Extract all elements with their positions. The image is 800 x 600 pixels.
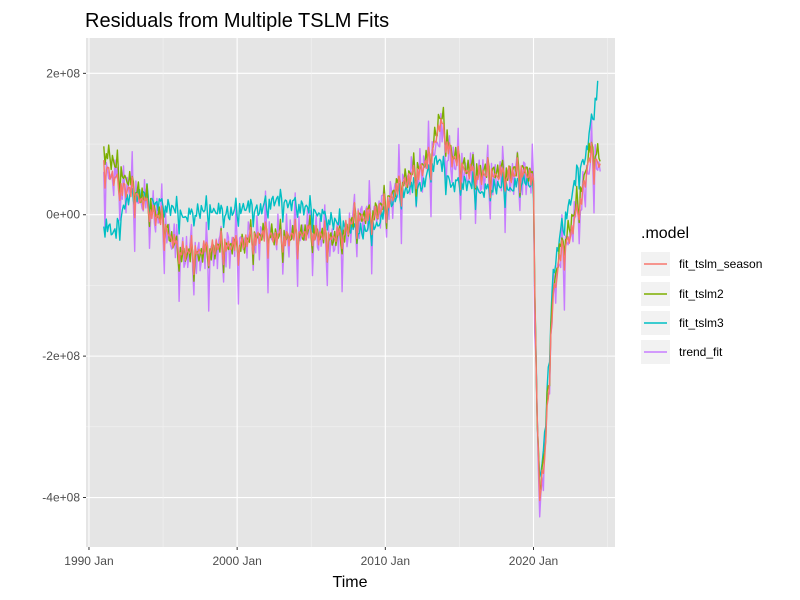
- legend-label: fit_tslm2: [679, 287, 724, 301]
- chart-title: Residuals from Multiple TSLM Fits: [85, 10, 389, 32]
- grid-lines: [86, 38, 615, 547]
- y-axis: 2e+08 0e+00 -2e+08 -4e+08: [42, 66, 80, 504]
- x-tick-label: 1990 Jan: [64, 554, 113, 568]
- legend-title: .model: [641, 225, 689, 242]
- legend-keys: [641, 252, 670, 364]
- legend-label: fit_tslm3: [679, 316, 724, 330]
- series-line-fit_tslm_season: [103, 118, 601, 502]
- x-tick-label: 2020 Jan: [509, 554, 558, 568]
- legend-label: fit_tslm_season: [679, 257, 762, 271]
- x-axis-title: Time: [333, 574, 368, 591]
- y-axis-ticks: [83, 72, 86, 499]
- series-line-fit_tslm2: [103, 106, 601, 491]
- series-line-fit_tslm3: [103, 80, 599, 478]
- legend-label: trend_fit: [679, 345, 723, 359]
- plot-panel: [86, 38, 615, 547]
- x-axis-ticks: [88, 547, 535, 550]
- x-axis: 1990 Jan 2000 Jan 2010 Jan 2020 Jan: [64, 554, 558, 568]
- legend: .model fit_tslm_season fit_tslm2 fit_tsl…: [641, 225, 762, 364]
- y-tick-label: 0e+00: [46, 208, 80, 222]
- x-tick-label: 2010 Jan: [361, 554, 410, 568]
- series-lines: [103, 80, 601, 518]
- y-tick-label: -4e+08: [42, 491, 80, 505]
- y-tick-label: 2e+08: [46, 66, 80, 80]
- y-tick-label: -2e+08: [42, 349, 80, 363]
- x-tick-label: 2000 Jan: [212, 554, 261, 568]
